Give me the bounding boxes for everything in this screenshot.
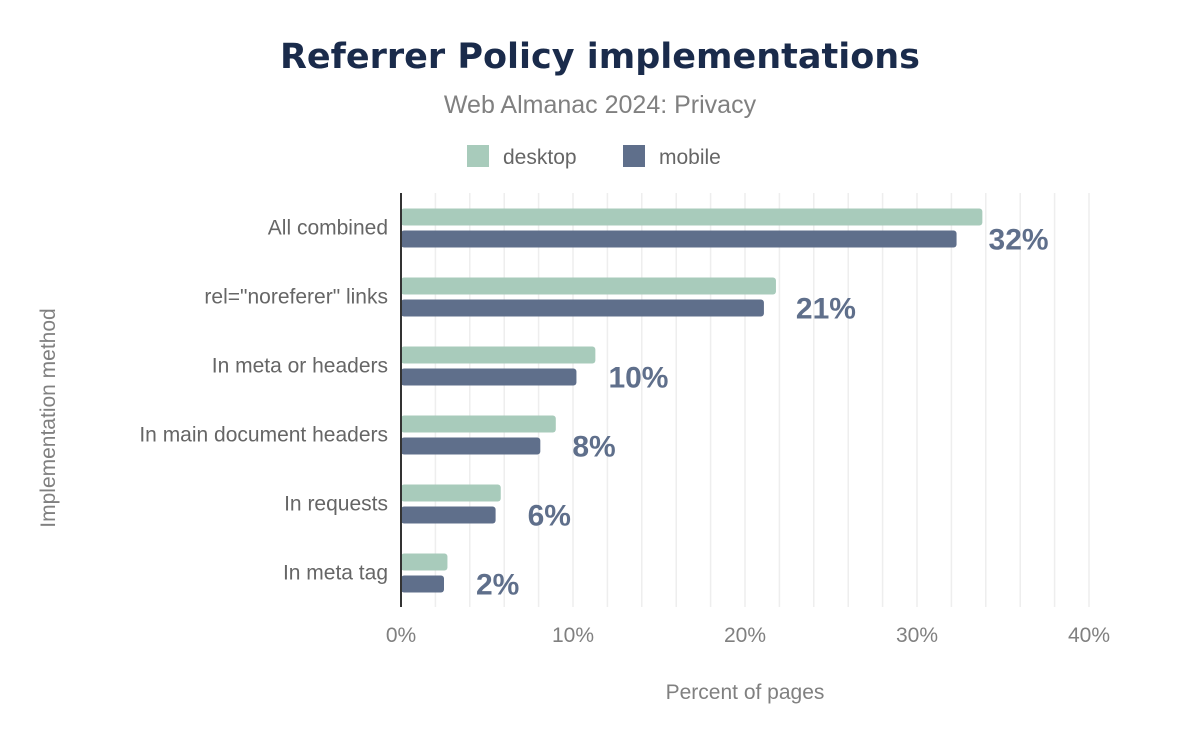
bar-mobile <box>401 506 496 524</box>
data-label: 8% <box>572 431 615 464</box>
x-tick-labels: 0% 10% 20% 30% 40% <box>386 624 1110 647</box>
bar-mobile <box>401 575 444 593</box>
bar-mobile <box>401 299 764 317</box>
category-label: In meta or headers <box>212 355 388 378</box>
legend-swatch-mobile <box>623 145 645 167</box>
legend-label-mobile: mobile <box>659 146 721 169</box>
category-label: All combined <box>268 217 388 240</box>
bar-mobile <box>401 368 577 386</box>
y-axis-label: Implementation method <box>37 308 60 527</box>
bar-desktop <box>401 277 776 295</box>
category-label: rel="noreferer" links <box>204 286 388 309</box>
category-labels: All combined rel="noreferer" links In meta… <box>139 217 388 585</box>
chart-subtitle: Web Almanac 2024: Privacy <box>444 91 757 119</box>
bar-mobile <box>401 437 541 455</box>
x-axis-label: Percent of pages <box>666 681 825 704</box>
bar-desktop <box>401 208 983 226</box>
x-tick-label: 20% <box>724 624 766 647</box>
bar-desktop <box>401 553 448 571</box>
x-tick-label: 30% <box>896 624 938 647</box>
bar-desktop <box>401 415 556 433</box>
category-label: In main document headers <box>139 424 388 447</box>
data-label: 6% <box>528 500 571 533</box>
gridlines <box>434 193 1090 607</box>
bar-mobile <box>401 230 957 248</box>
x-tick-label: 10% <box>552 624 594 647</box>
legend: desktop mobile <box>467 145 721 169</box>
legend-swatch-desktop <box>467 145 489 167</box>
bar-desktop <box>401 346 596 364</box>
legend-label-desktop: desktop <box>503 146 577 169</box>
x-tick-label: 40% <box>1068 624 1110 647</box>
data-label: 32% <box>989 224 1049 257</box>
data-label: 10% <box>608 362 668 395</box>
chart-title: Referrer Policy implementations <box>280 37 920 77</box>
bar-desktop <box>401 484 501 502</box>
bars: 32% 21% 10% 8% 6% 2% <box>401 208 1049 602</box>
category-label: In requests <box>284 493 388 516</box>
data-label: 21% <box>796 293 856 326</box>
x-tick-label: 0% <box>386 624 416 647</box>
category-label: In meta tag <box>283 562 388 585</box>
data-label: 2% <box>476 569 519 602</box>
